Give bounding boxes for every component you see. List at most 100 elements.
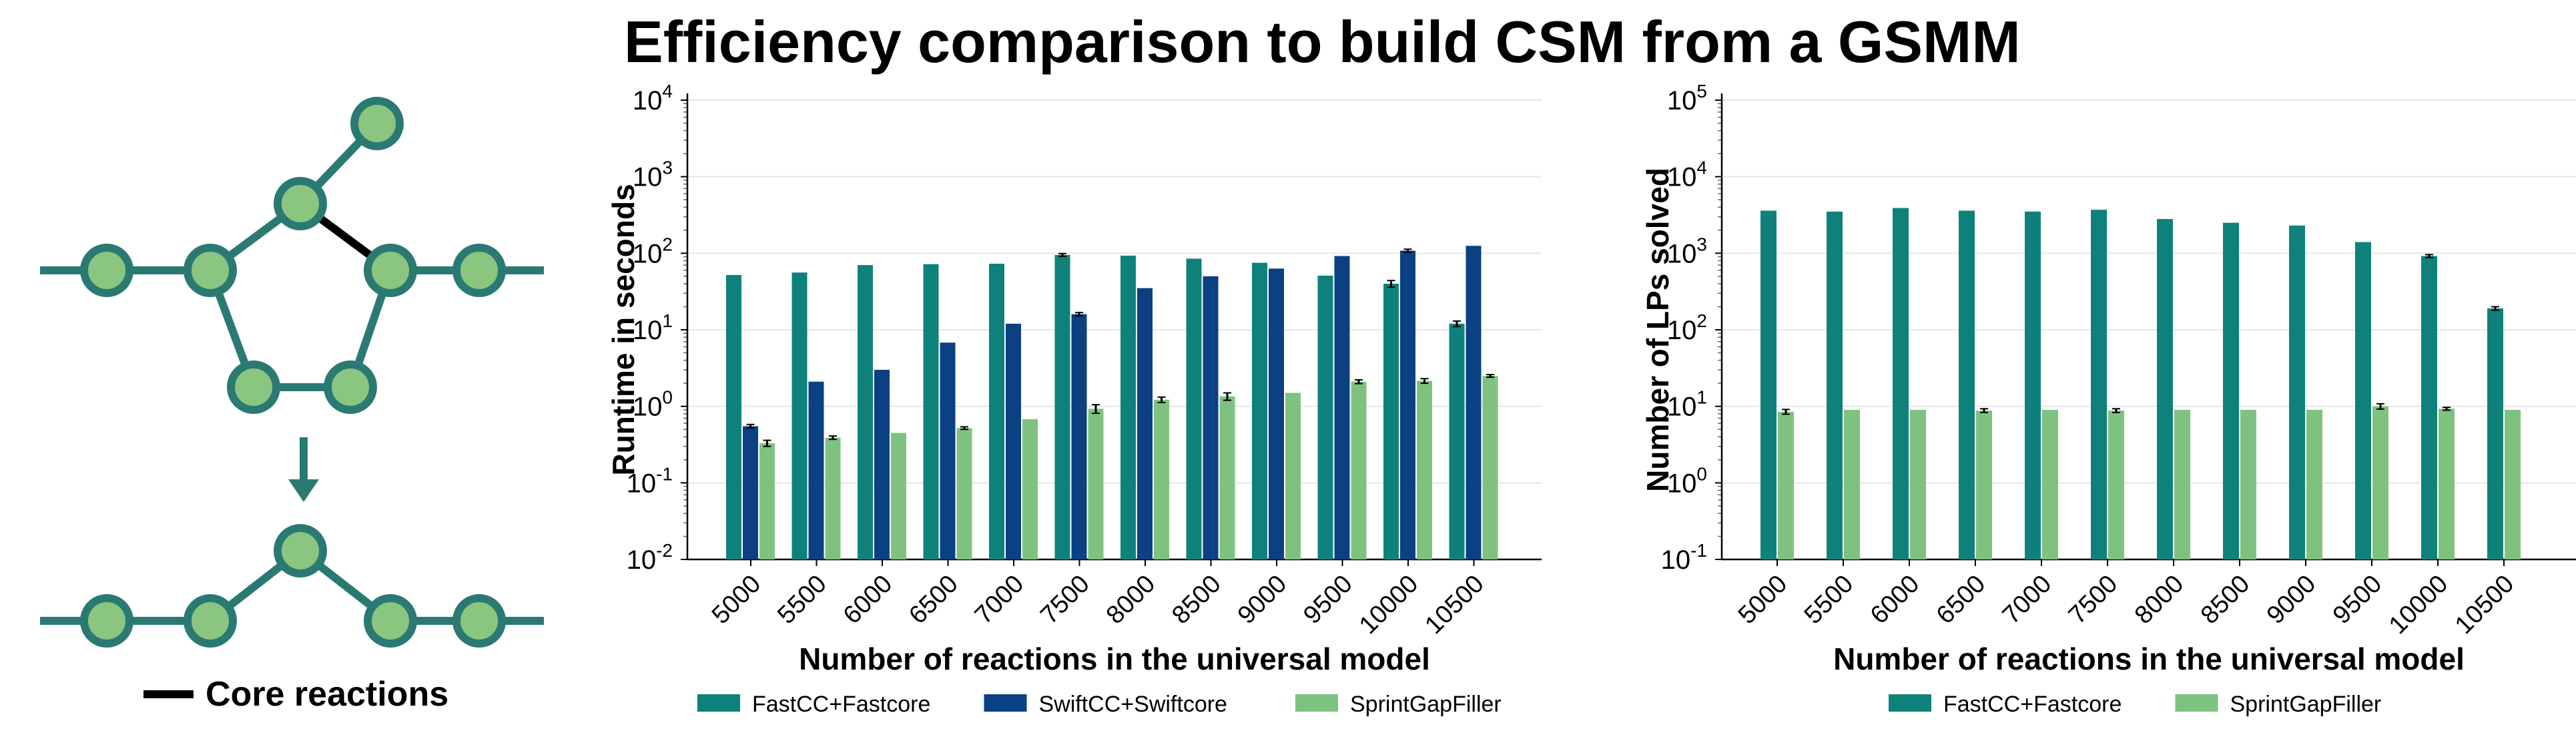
bar [874,369,890,559]
y-tick-label: 10-1 [627,463,673,498]
x-tick-label: 6000 [838,570,898,630]
y-tick-label: 100 [633,387,673,422]
bar [1317,275,1333,559]
legend-swatch [1295,694,1338,712]
legend-label: SprintGapFiller [1350,692,1502,717]
bar [1154,399,1169,559]
bar [1893,208,1909,559]
x-tick-label: 9000 [1233,570,1292,630]
bar [726,274,741,559]
bar [1351,381,1367,559]
bar [1137,288,1153,559]
x-tick-label: 9000 [2262,570,2321,630]
bar [2355,242,2371,559]
y-tick-label: 103 [633,158,673,192]
y-tick-label: 10-1 [1661,540,1707,575]
y-tick-label: 103 [1667,234,1707,268]
bar [2487,308,2503,559]
legend-label: FastCC+Fastcore [752,692,930,717]
y-tick-label: 104 [633,81,673,115]
x-tick-label: 6500 [904,570,963,630]
bar [1976,411,1992,559]
network-node [364,594,417,648]
bar [2157,219,2173,559]
bar [1071,314,1087,559]
bar [923,264,939,559]
y-tick-label: 104 [1667,158,1707,192]
bar [2289,225,2305,559]
bar [1417,381,1432,559]
bar [1449,323,1465,559]
bar [1186,258,1202,559]
x-tick-label: 5500 [1799,570,1859,630]
x-tick-label: 8500 [2196,570,2255,630]
x-tick-label: 10500 [1419,570,1489,640]
x-tick-label: 5500 [772,570,832,630]
x-tick-label: 9500 [2328,570,2387,630]
network-node [80,594,133,648]
legend-swatch [1889,694,1931,712]
y-axis-title: Number of LPs solved [1640,168,1675,492]
network-node [184,594,237,648]
y-tick-label: 101 [1667,387,1707,422]
legend-swatch [697,694,740,712]
x-axis-title: Number of reactions in the universal mod… [799,642,1430,676]
network-node [452,594,506,648]
bar [1088,409,1104,559]
legend-swatch [984,694,1027,712]
bar [1959,210,1975,560]
bar [808,381,824,559]
y-tick-label: 100 [1667,463,1707,498]
bar [1334,256,1350,559]
bar [2505,409,2521,559]
x-tick-label: 10000 [2384,570,2453,640]
bar [2306,409,2322,559]
bar [1054,254,1070,559]
bar [2439,409,2455,559]
legend-label: SwiftCC+Swiftcore [1039,692,1227,717]
bar [1252,262,1267,559]
x-tick-label: 10500 [2450,570,2519,640]
bar [825,437,841,559]
x-tick-label: 7000 [970,570,1029,630]
x-tick-label: 9500 [1298,570,1357,630]
legend-label: FastCC+Fastcore [1943,692,2122,717]
bar [1827,211,1843,559]
y-tick-label: 105 [1667,81,1707,115]
network-node [350,97,404,150]
x-tick-label: 8000 [2130,570,2189,630]
core-reactions-label: Core reactions [206,675,448,714]
network-node [274,524,327,577]
network-node [364,244,417,297]
bar [1269,268,1284,559]
bar [858,265,873,559]
y-tick-label: 102 [633,234,673,268]
x-tick-label: 6000 [1865,570,1925,630]
x-tick-label: 8500 [1167,570,1226,630]
network-node [324,360,377,414]
page-title: Efficiency comparison to build CSM from … [624,9,2021,75]
bar [891,433,906,559]
bar [2223,222,2239,559]
y-tick-label: 101 [633,310,673,345]
bar [1400,250,1415,559]
x-tick-label: 5000 [1733,570,1793,630]
bar [791,272,808,559]
network-node [274,177,327,230]
bar [2042,409,2058,559]
x-tick-label: 10000 [1354,570,1423,640]
bar [2091,210,2107,559]
x-axis-title: Number of reactions in the universal mod… [1833,642,2465,676]
lp-count-chart: 10-1 100 101 102 103 104 105 5000 5500 6000 6500 70… [1640,81,2576,717]
y-tick-label: 102 [1667,310,1707,345]
bar [1285,393,1301,559]
bar [2174,409,2190,559]
network-node [452,244,506,297]
y-axis-title: Runtime in seconds [606,184,641,475]
bar [989,264,1004,559]
down-arrow-icon [288,437,319,502]
bar [1203,276,1219,559]
bar [2108,411,2124,559]
bar [1006,323,1021,559]
legend-swatch [2175,694,2218,712]
